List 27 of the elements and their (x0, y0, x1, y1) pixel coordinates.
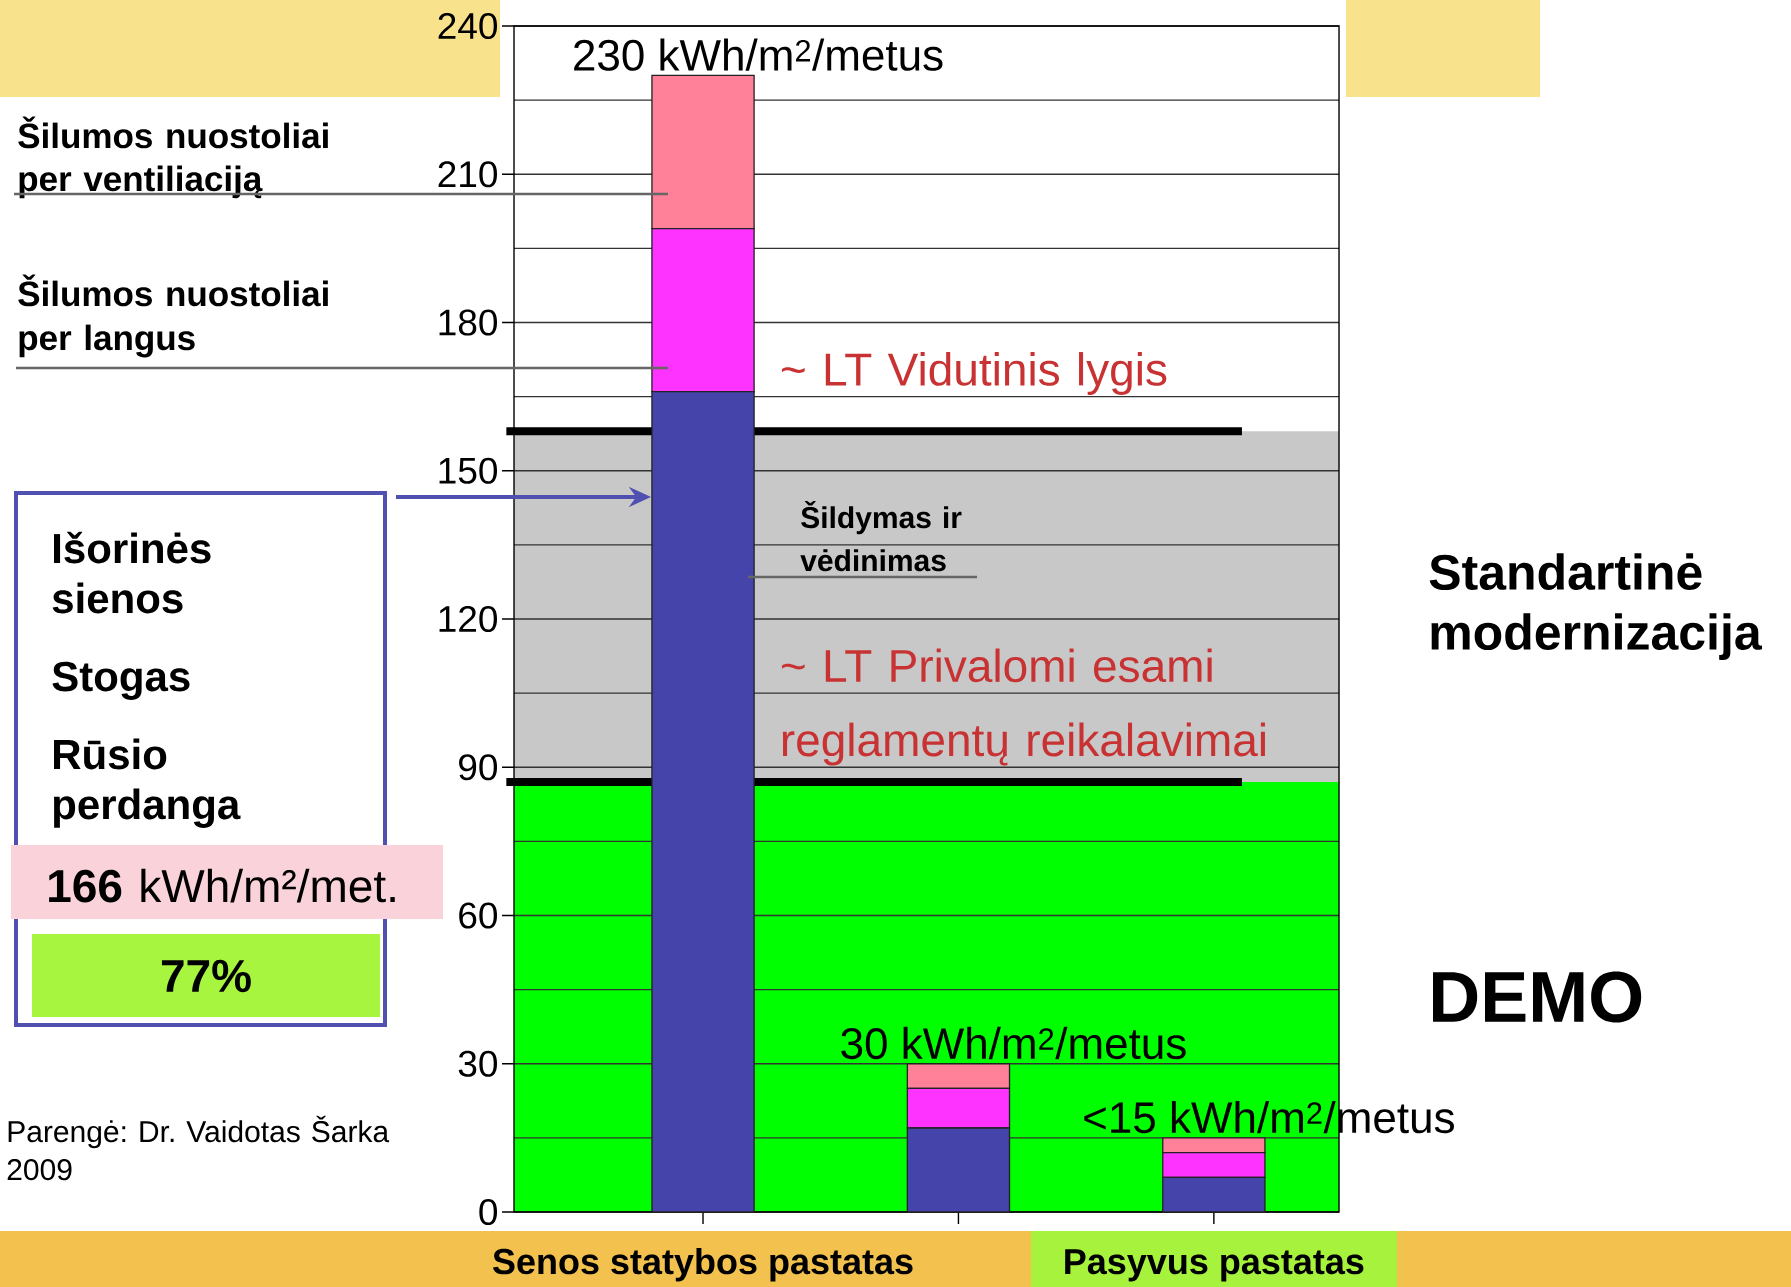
text: Šilumos nuostoliai per ventiliaciją (18, 116, 328, 199)
y-tick-label: 180 (439, 309, 498, 336)
text: 77% (161, 959, 251, 993)
text: Parengė: Dr. Vaidotas Šarka (8, 1115, 390, 1149)
text: Išorinės sienos (52, 531, 211, 614)
y-tick-label: 90 (459, 754, 498, 781)
y-tick-label: 120 (439, 605, 498, 633)
y-tick-label: 0 (479, 1198, 498, 1226)
y-tick-label: 240 (438, 12, 498, 40)
band-label: DEMO (1433, 971, 1642, 1023)
x-tick-label: Senos statybos pastatas (492, 1247, 913, 1282)
text: Rūsio perdanga (53, 738, 241, 828)
text: Šilumos nuostoliai per langus (18, 274, 328, 358)
series-label: Šildymas ir vėdinimas (800, 501, 962, 572)
y-tick-label: 150 (439, 457, 498, 484)
text: 2009 (7, 1159, 72, 1181)
ref-line-label: ~ LT Vidutinis lygis (781, 352, 1167, 395)
total-label: 230 kWh/m$^{2}$/metus (574, 38, 943, 71)
band-label: Standartinė modernizacija (1429, 553, 1762, 660)
y-tick-label: 60 (459, 902, 498, 929)
ref-line-label: ~ LT Privalomi esami reglamentų reikalavimai (781, 648, 1265, 766)
x-tick-label: Pasyvus pastatas (1065, 1249, 1364, 1282)
text: Stogas (52, 661, 190, 700)
y-tick-label: 30 (458, 1050, 498, 1077)
y-tick-label: 210 (438, 161, 498, 188)
total-label: 30 kWh/m$^{2}$/metus (841, 1026, 1186, 1060)
text: 166 kWh/m²/met. (49, 868, 395, 903)
